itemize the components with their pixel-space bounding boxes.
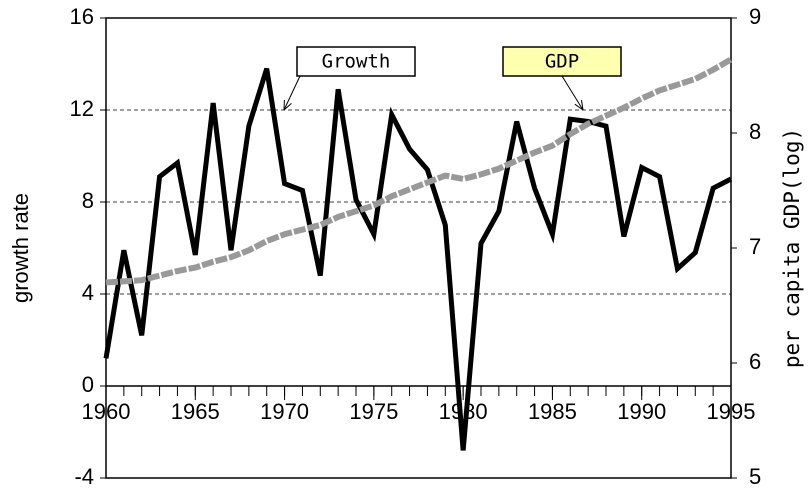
y2-tick-label: 8 bbox=[749, 119, 761, 144]
legend-label: GDP bbox=[545, 51, 579, 73]
y2-axis-label: per capita GDP(log) bbox=[780, 128, 804, 368]
x-tick-label: 1965 bbox=[171, 399, 220, 424]
legend-arrowhead bbox=[283, 99, 292, 111]
y-tick-label: -4 bbox=[74, 464, 94, 489]
y2-tick-label: 6 bbox=[749, 349, 761, 374]
legend-arrow bbox=[561, 75, 584, 111]
legend-label: Growth bbox=[322, 51, 391, 73]
y-tick-label: 12 bbox=[70, 96, 94, 121]
x-tick-label: 1990 bbox=[617, 399, 666, 424]
x-tick-label: 1970 bbox=[260, 399, 309, 424]
y-tick-label: 16 bbox=[70, 4, 94, 29]
series-line bbox=[105, 56, 733, 286]
y2-tick-label: 5 bbox=[749, 464, 761, 489]
legend-box bbox=[502, 46, 622, 77]
legend-arrow bbox=[283, 75, 301, 111]
y-tick-label: 0 bbox=[82, 372, 94, 397]
y-tick-label: 4 bbox=[82, 280, 94, 305]
x-tick-label: 1960 bbox=[82, 399, 131, 424]
y2-tick-label: 7 bbox=[749, 234, 761, 259]
y2-tick-label: 9 bbox=[749, 4, 761, 29]
x-tick-label: 1985 bbox=[528, 399, 577, 424]
y-axis-label: growth rate bbox=[8, 193, 33, 303]
y-tick-label: 8 bbox=[82, 188, 94, 213]
x-tick-label: 1975 bbox=[349, 399, 398, 424]
legend-arrowhead bbox=[574, 100, 584, 111]
x-tick-label: 1995 bbox=[707, 399, 756, 424]
legend-box bbox=[296, 46, 416, 77]
series-line bbox=[103, 67, 733, 451]
